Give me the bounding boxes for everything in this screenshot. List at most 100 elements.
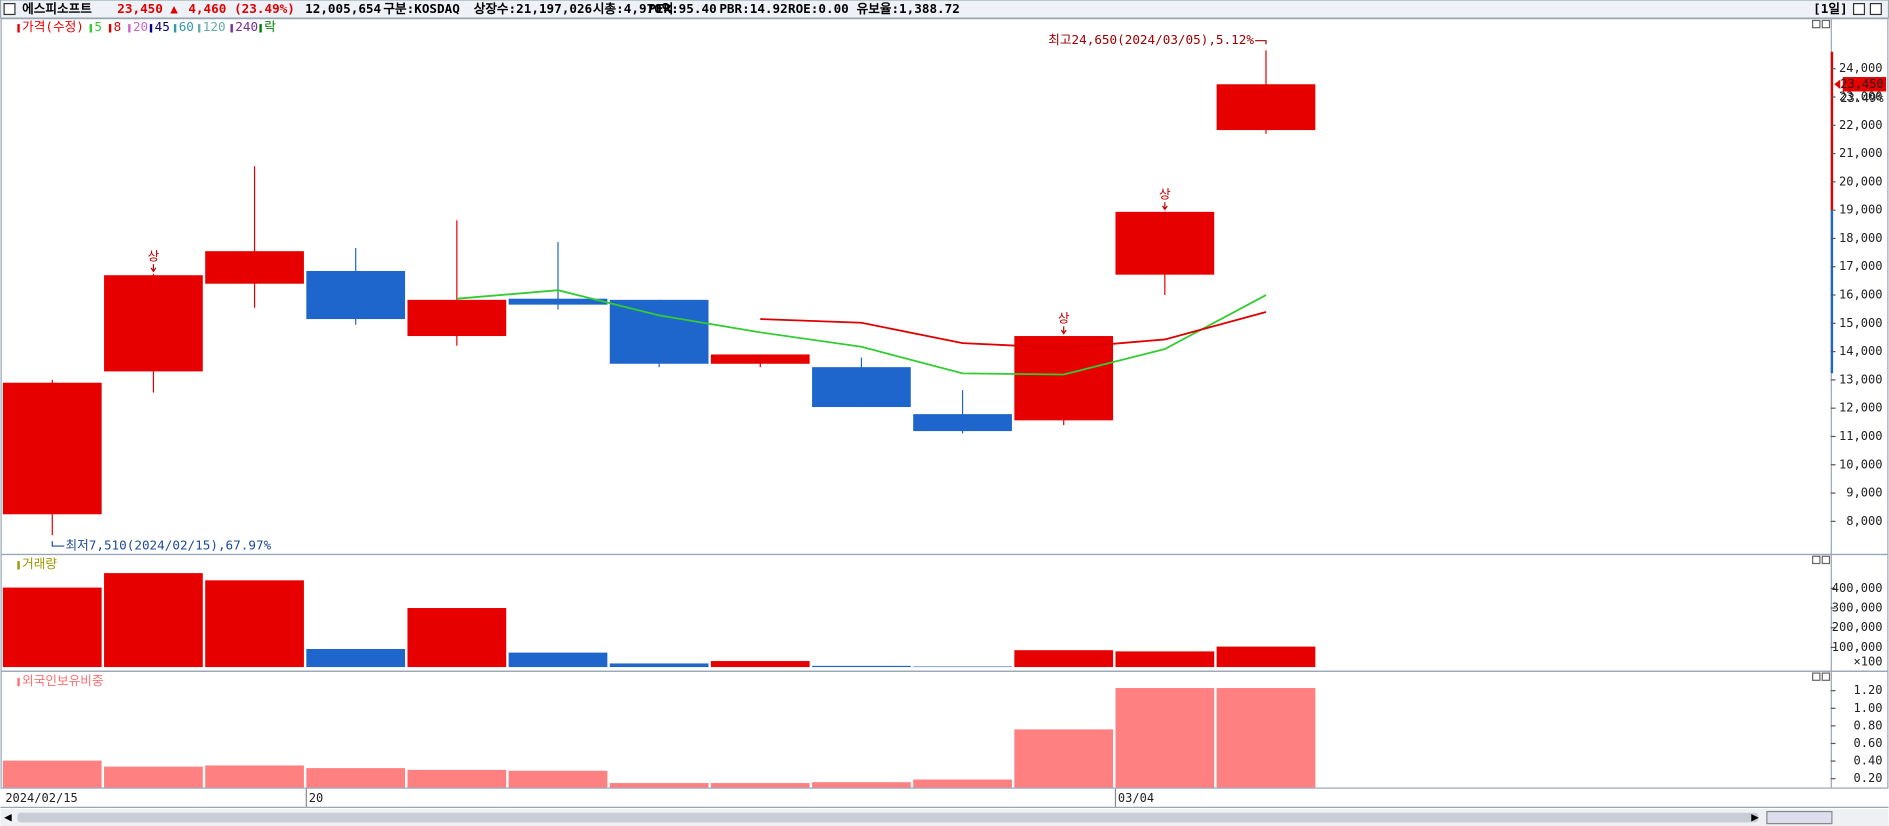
high-label: 최고24,650(2024/03/05),5.12% [1048,32,1254,47]
y-tick-label: 9,000 [1846,486,1882,500]
price: 23,450 [117,1,163,16]
bar [1216,688,1316,788]
bar [306,768,406,788]
pane-control[interactable] [1812,19,1821,29]
legend-marker [197,24,201,33]
scroll-left[interactable]: ◀ [4,809,12,824]
bar [407,769,507,788]
low-arrow [51,541,65,547]
bar [710,661,810,668]
pane-frames [0,18,1889,808]
candle-body [1216,84,1316,131]
bar [205,580,304,668]
last-change-label: 23.49% [1840,91,1884,105]
candle-body [407,299,507,337]
y-tick-label: 8,000 [1846,514,1882,528]
pane-control[interactable] [1821,555,1831,565]
y-tick-label: 14,000 [1839,344,1882,358]
bar [306,648,406,668]
legend-marker [173,24,177,33]
legend-marker [17,561,20,570]
change: 4,460 [188,1,226,16]
checkbox[interactable] [3,3,16,16]
foreign-pane [0,670,1889,789]
candle-body [609,299,709,364]
x-tick-label: 20 [309,791,323,805]
last-price-pointer [1834,79,1841,90]
y-tick-label: 10,000 [1839,457,1882,471]
pane-title: 거래량 [22,556,57,571]
bar [812,665,911,668]
pane-control[interactable] [1812,555,1821,565]
y-tick-label: 0.80 [1853,718,1882,732]
bar [913,666,1012,668]
pbr: PBR:14.92 [719,1,787,16]
bar [2,760,102,788]
pane-control[interactable] [1812,672,1821,681]
limit-up-label: 상 [1058,311,1070,326]
bar [1216,646,1316,668]
bar [104,766,203,788]
legend-label: 8 [114,19,122,34]
roe: ROE:0.00 [788,1,849,16]
y-tick-label: 19,000 [1839,203,1882,217]
y-tick-label: 400,000 [1832,581,1883,595]
pane-control[interactable] [1821,672,1831,681]
pane-control[interactable] [1821,19,1831,29]
legend-label: 락 [264,19,276,34]
legend-label: 20 [133,19,148,34]
legend-marker [108,24,112,33]
close-button[interactable] [1869,3,1882,16]
y-tick-label: 24,000 [1839,61,1882,75]
scroll-thumb[interactable] [17,812,1759,823]
bar [407,608,507,668]
candle-body [913,414,1012,432]
market-cap: 시총:4,970억 [593,1,673,16]
legend-marker [17,677,20,687]
high-arrow [1255,40,1267,45]
candle-body [710,354,810,364]
bar [508,652,608,668]
legend-label: 5 [94,19,102,34]
legend-marker [149,24,153,33]
legend-label: 45 [155,19,170,34]
pane-title: 가격(수정) [22,19,84,34]
candle-body [508,298,608,305]
y-tick-label: 21,000 [1839,146,1882,160]
limit-up-arrow [1161,202,1168,211]
scroll-right[interactable]: ▶ [1751,809,1759,824]
legend-marker [17,24,20,33]
bar [1014,650,1114,668]
pane-title: 외국인보유비중 [22,673,103,688]
moving-average [760,311,1267,349]
limit-up-arrow [1060,326,1067,335]
bar [609,663,709,668]
volume: 12,005,654 [305,1,381,16]
bar [710,783,810,788]
y-tick-label: 23,000 [1839,89,1882,103]
maximize-button[interactable] [1852,3,1866,16]
y-tick-label: 300,000 [1832,601,1883,615]
reserve-ratio: 유보율:1,388.72 [857,1,960,16]
legend-label: 120 [203,19,226,34]
y-tick-label: 0.20 [1853,771,1882,785]
bar [104,573,203,668]
candle-body [1014,336,1114,421]
bar [508,770,608,788]
y-tick-label: 1.20 [1853,683,1882,697]
per: PER:95.40 [648,1,716,16]
legend-marker [89,24,93,33]
bar [812,782,911,788]
y-tick-label: 1.00 [1853,701,1882,715]
zoom-slider[interactable] [1766,810,1833,825]
y-tick-label: 15,000 [1839,316,1882,330]
last-price-label: 23,450 [1840,77,1883,91]
unit-label: ×100 [1853,655,1882,669]
period-button[interactable]: [1일] [1813,1,1847,16]
y-tick-label: 22,000 [1839,118,1882,132]
limit-up-arrow [150,264,157,273]
y-tick-label: 0.60 [1853,736,1882,750]
y-tick-label: 12,000 [1839,401,1882,415]
